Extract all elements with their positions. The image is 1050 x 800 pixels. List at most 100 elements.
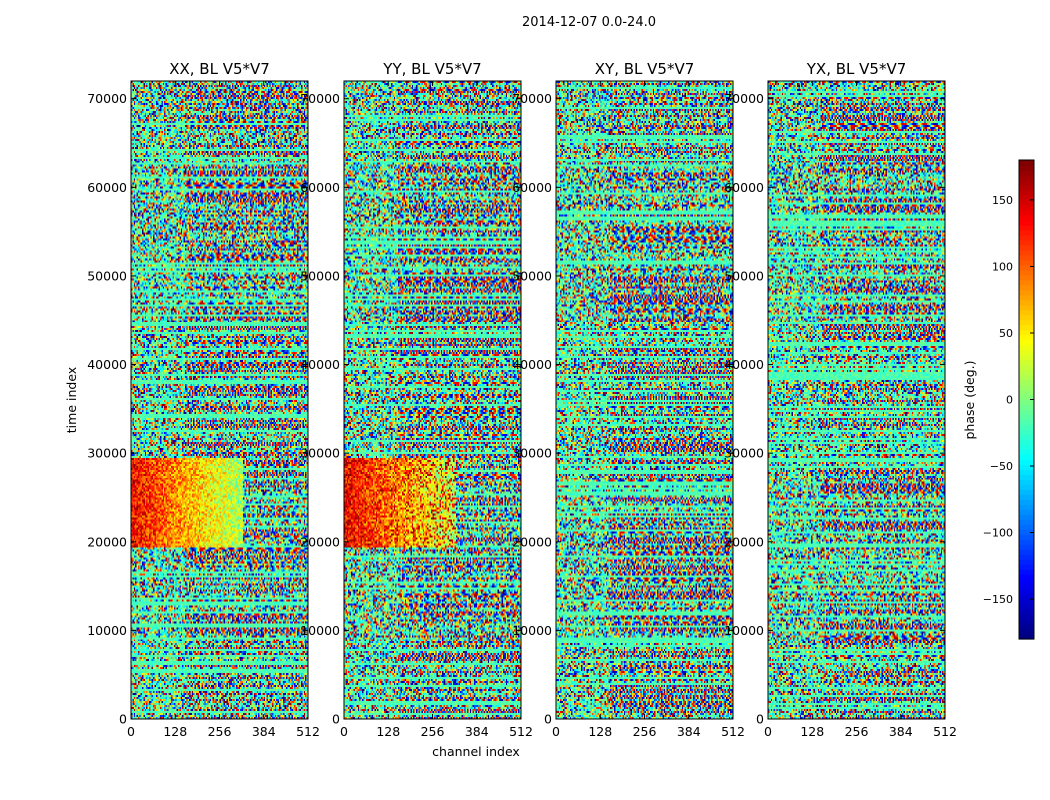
panel-title: XX, BL V5*V7 <box>169 60 270 78</box>
colorbar-segment <box>1019 409 1034 416</box>
y-tick-label: 70000 <box>724 91 764 106</box>
panel-3: XY, BL V5*V7 0 128 256 384 512 0 10000 20000 3000… <box>512 60 745 739</box>
y-tick-label: 70000 <box>300 91 340 106</box>
y-tick-label: 60000 <box>512 180 552 195</box>
panel-title: XY, BL V5*V7 <box>595 60 695 78</box>
colorbar-segment <box>1019 374 1034 381</box>
colorbar-segment <box>1019 389 1034 396</box>
colorbar-segment <box>1019 634 1034 640</box>
colorbar-segment <box>1019 304 1034 311</box>
y-tick-label: 30000 <box>724 446 764 461</box>
y-tick-label: 50000 <box>724 268 764 283</box>
colorbar-segment <box>1019 584 1034 590</box>
colorbar-segment <box>1019 429 1034 436</box>
colorbar-segment <box>1019 339 1034 346</box>
y-axis-label: time index <box>64 367 79 433</box>
heatmap-image <box>768 81 945 719</box>
colorbar-segment <box>1019 479 1034 485</box>
colorbar-segment <box>1019 564 1034 570</box>
colorbar-tick-label: 150 <box>992 194 1013 207</box>
panel-1: XX, BL V5*V7 0 128 256 384 512 0 10000 20000 3000… <box>87 60 320 739</box>
panel-2: YY, BL V5*V7 0 128 256 384 512 0 10000 20000 3000… <box>300 60 533 739</box>
colorbar-segment <box>1019 239 1034 246</box>
colorbar-segment <box>1019 199 1034 206</box>
colorbar-segment <box>1019 629 1034 635</box>
colorbar-segment <box>1019 399 1034 406</box>
y-tick-label: 0 <box>332 712 340 727</box>
colorbar-label: phase (deg.) <box>962 361 977 440</box>
colorbar-segment <box>1019 209 1034 216</box>
colorbar-segment <box>1019 489 1034 495</box>
colorbar-segment <box>1019 169 1034 176</box>
x-tick-label: 512 <box>296 724 320 739</box>
colorbar-segment <box>1019 434 1034 441</box>
y-tick-label: 40000 <box>512 357 552 372</box>
x-tick-label: 512 <box>933 724 957 739</box>
y-tick-label: 50000 <box>87 268 127 283</box>
y-tick-label: 50000 <box>300 268 340 283</box>
colorbar-tick-label: −50 <box>990 460 1013 473</box>
colorbar-segment <box>1019 484 1034 490</box>
y-tick-label: 20000 <box>512 534 552 549</box>
heatmap-image <box>556 81 733 719</box>
colorbar-segment <box>1019 264 1034 271</box>
x-tick-label: 128 <box>800 724 824 739</box>
y-tick-label: 0 <box>544 712 552 727</box>
x-tick-label: 384 <box>465 724 489 739</box>
colorbar-segment <box>1019 314 1034 321</box>
y-tick-label: 10000 <box>87 623 127 638</box>
colorbar-segment <box>1019 160 1034 166</box>
colorbar-segment <box>1019 269 1034 276</box>
colorbar-segment <box>1019 544 1034 550</box>
colorbar-segment <box>1019 534 1034 540</box>
colorbar-segment <box>1019 204 1034 211</box>
colorbar-tick-label: 0 <box>1006 394 1013 407</box>
y-tick-label: 30000 <box>512 446 552 461</box>
y-tick-label: 50000 <box>512 268 552 283</box>
colorbar-segment <box>1019 524 1034 530</box>
colorbar-segment <box>1019 184 1034 191</box>
x-tick-label: 384 <box>252 724 276 739</box>
colorbar: 150 100 50 0 −50 −100 −150 <box>983 159 1035 640</box>
heatmap-image <box>344 81 521 719</box>
colorbar-segment <box>1019 609 1034 615</box>
panel-title: YX, BL V5*V7 <box>806 60 907 78</box>
y-tick-label: 10000 <box>512 623 552 638</box>
colorbar-segment <box>1019 529 1034 535</box>
colorbar-segment <box>1019 354 1034 361</box>
colorbar-segment <box>1019 614 1034 620</box>
colorbar-segment <box>1019 364 1034 371</box>
x-tick-label: 384 <box>677 724 701 739</box>
colorbar-segment <box>1019 219 1034 226</box>
colorbar-segment <box>1019 214 1034 221</box>
heatmap-image <box>131 81 308 719</box>
x-tick-label: 512 <box>721 724 745 739</box>
colorbar-segment <box>1019 289 1034 296</box>
x-tick-label: 128 <box>376 724 400 739</box>
colorbar-segment <box>1019 414 1034 421</box>
colorbar-segment <box>1019 179 1034 186</box>
y-tick-label: 10000 <box>300 623 340 638</box>
colorbar-segment <box>1019 234 1034 241</box>
colorbar-segment <box>1019 424 1034 431</box>
colorbar-segment <box>1019 309 1034 316</box>
colorbar-segment <box>1019 419 1034 426</box>
x-tick-label: 0 <box>764 724 772 739</box>
colorbar-segment <box>1019 259 1034 266</box>
colorbar-segment <box>1019 459 1034 465</box>
figure-suptitle: 2014-12-07 0.0-24.0 <box>522 15 656 30</box>
colorbar-segment <box>1019 559 1034 565</box>
x-tick-label: 0 <box>552 724 560 739</box>
colorbar-segment <box>1019 294 1034 301</box>
colorbar-segment <box>1019 274 1034 281</box>
colorbar-segment <box>1019 249 1034 256</box>
colorbar-segment <box>1019 549 1034 555</box>
colorbar-segment <box>1019 449 1034 455</box>
x-tick-label: 128 <box>163 724 187 739</box>
colorbar-segment <box>1019 509 1034 515</box>
colorbar-segment <box>1019 324 1034 331</box>
colorbar-segment <box>1019 624 1034 630</box>
colorbar-segment <box>1019 439 1034 446</box>
y-tick-label: 30000 <box>300 446 340 461</box>
